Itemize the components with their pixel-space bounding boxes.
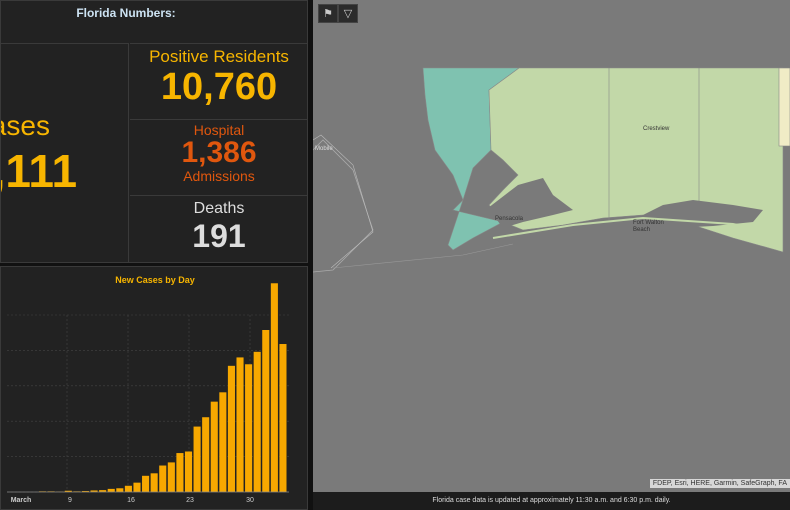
bar[interactable] — [116, 488, 124, 492]
admissions-label: Admissions — [183, 168, 255, 184]
pensacola-bay — [488, 178, 573, 228]
deaths-block: Deaths 191 — [130, 195, 307, 262]
bar[interactable] — [210, 401, 218, 492]
x-tick-label: 30 — [246, 497, 254, 504]
bar[interactable] — [202, 417, 210, 492]
bar[interactable] — [142, 475, 150, 492]
barrier-island — [492, 216, 774, 239]
bar[interactable] — [64, 490, 72, 492]
x-tick-label: March — [11, 497, 32, 504]
hospital-value: 1,386 — [181, 136, 257, 169]
chevron-down-icon: ▽ — [343, 8, 353, 20]
bar[interactable] — [184, 451, 193, 493]
x-tick-label: 16 — [127, 497, 135, 504]
total-cases-block: al Cases 1,111 — [1, 43, 129, 262]
florida-panhandle-map — [313, 67, 790, 273]
hospital-label: Hospital — [193, 122, 245, 138]
bar[interactable] — [159, 465, 167, 492]
bar[interactable] — [245, 364, 253, 492]
bar[interactable] — [90, 490, 98, 492]
bar[interactable] — [253, 351, 261, 492]
bar[interactable] — [176, 453, 184, 492]
bar[interactable] — [262, 330, 270, 492]
bar[interactable] — [167, 462, 175, 492]
layers-icon: ⚑ — [323, 8, 333, 20]
bar[interactable] — [236, 357, 244, 492]
bar[interactable] — [227, 365, 235, 492]
mobile-bay-land — [313, 134, 374, 269]
coast-line — [332, 243, 514, 269]
deaths-value: 191 — [192, 218, 246, 254]
bar[interactable] — [99, 490, 107, 492]
map-options-button[interactable]: ▽ — [338, 4, 358, 23]
total-cases-label: al Cases — [1, 110, 50, 141]
bar[interactable] — [219, 392, 227, 492]
map-panel[interactable]: ⚑ ▽ Pensacola Crestview Fort Walton Beac… — [313, 0, 790, 492]
chart-title: New Cases by Day — [115, 275, 195, 285]
bar[interactable] — [270, 283, 278, 492]
fwb-label: Fort Walton Beach — [633, 220, 664, 233]
positive-residents-block: Positive Residents 10,760 — [130, 43, 307, 119]
new-cases-chart-panel: New Cases by Day March 9 16 23 30 — [0, 266, 308, 510]
new-cases-chart: March 9 16 23 30 — [7, 283, 289, 504]
bar[interactable] — [107, 488, 115, 492]
choctawhatchee-bay — [633, 200, 763, 228]
total-cases-value: 1,111 — [1, 145, 78, 197]
bar[interactable] — [193, 426, 201, 492]
bar[interactable] — [124, 485, 132, 492]
bar[interactable] — [150, 473, 158, 492]
positive-residents-value: 10,760 — [160, 66, 278, 108]
positive-residents-label: Positive Residents — [149, 47, 289, 66]
update-footer: Florida case data is updated at approxim… — [313, 492, 790, 510]
map-toolbar: ⚑ ▽ — [318, 4, 358, 23]
stats-title: Florida Numbers: — [76, 6, 176, 20]
x-tick-label: 9 — [68, 497, 72, 504]
bar[interactable] — [81, 491, 90, 492]
mobile-label: Mobile — [315, 146, 333, 152]
bar[interactable] — [133, 482, 141, 492]
x-tick-label: 23 — [186, 497, 194, 504]
pensacola-label: Pensacola — [495, 216, 524, 222]
hospital-admissions-block: Hospital 1,386 Admissions — [130, 119, 307, 195]
deaths-label: Deaths — [193, 200, 245, 217]
alabama-border-line — [313, 139, 374, 273]
map-attribution[interactable]: FDEP, Esri, HERE, Garmin, SafeGraph, FA — [649, 479, 790, 488]
stats-panel: Florida Numbers: al Cases 1,111 Positive… — [0, 0, 308, 263]
layer-list-button[interactable]: ⚑ — [318, 4, 338, 23]
bar[interactable] — [279, 344, 287, 492]
holmes-county — [778, 67, 790, 147]
crestview-label: Crestview — [643, 126, 670, 132]
